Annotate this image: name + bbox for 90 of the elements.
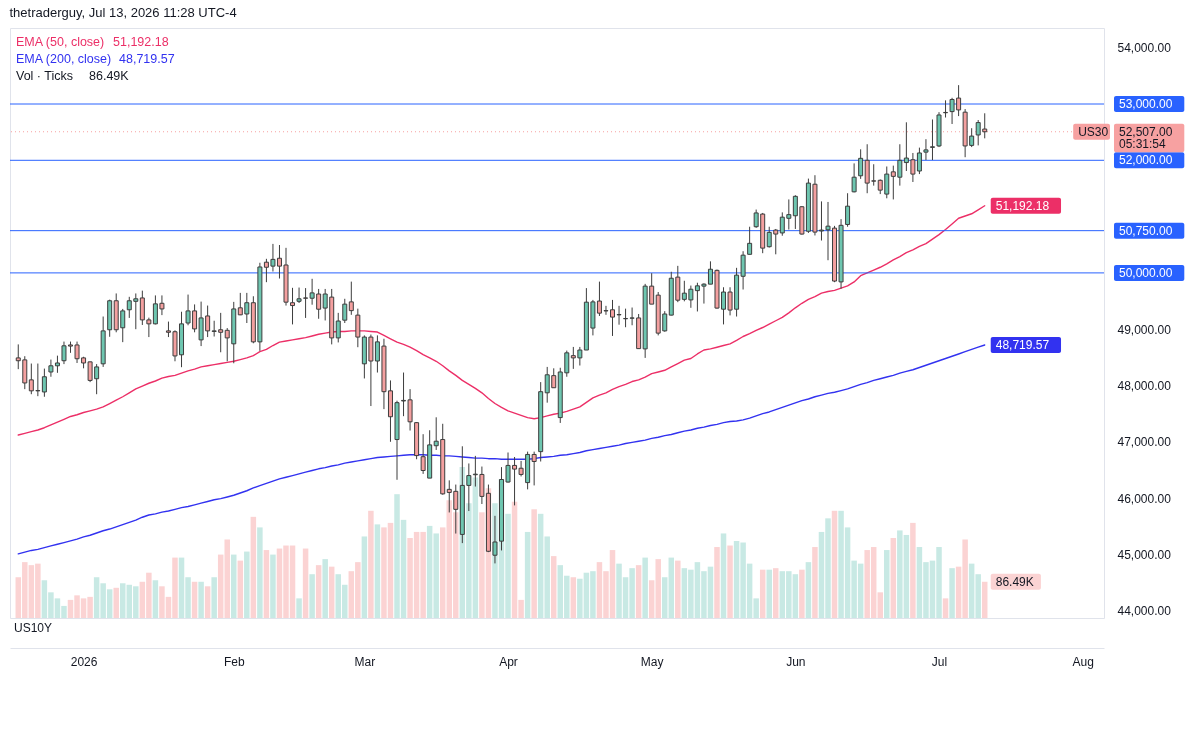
- bar: [302, 548, 309, 618]
- bar: [309, 574, 315, 618]
- bar: [981, 581, 988, 618]
- candlestick: [851, 162, 857, 193]
- bar: [198, 581, 204, 618]
- bar: [890, 537, 897, 618]
- bar: [361, 536, 368, 618]
- bar: [439, 527, 446, 618]
- bar: [635, 565, 642, 618]
- y-tick-label: 47,000.00: [1117, 435, 1172, 450]
- text: EMA (200, close): [16, 52, 112, 66]
- bar: [831, 510, 838, 618]
- candlestick: [355, 308, 361, 348]
- x-tick-label: Mar: [354, 654, 376, 669]
- bar: [949, 568, 955, 618]
- text: US10Y: [14, 621, 53, 635]
- ref-line-label: 50,750.00: [1119, 223, 1173, 238]
- bar: [237, 560, 244, 618]
- bar: [812, 547, 818, 618]
- y-tick-label: 45,000.00: [1117, 547, 1172, 562]
- bar: [570, 577, 577, 618]
- bar: [270, 554, 276, 618]
- x-tick-label: Jul: [931, 654, 948, 669]
- bar: [263, 550, 270, 618]
- bar: [211, 577, 217, 618]
- bar: [942, 598, 949, 618]
- bar: [720, 533, 727, 618]
- bar: [531, 509, 537, 618]
- text: EMA (50, close): [16, 35, 105, 49]
- x-tick-label: Apr: [499, 654, 518, 669]
- bar: [884, 550, 890, 618]
- ref-line-label: 52,507.00 05:31:54: [1119, 124, 1173, 152]
- bar: [759, 569, 766, 618]
- candlestick: [845, 192, 851, 228]
- bar: [714, 547, 720, 618]
- bar: [642, 557, 648, 618]
- line-series: [17, 344, 986, 555]
- data-label: 48,719.57: [995, 337, 1050, 352]
- x-tick-label: Feb: [223, 654, 245, 669]
- y-tick-label: 46,000.00: [1117, 491, 1172, 506]
- bar: [910, 522, 916, 618]
- x-tick-label: May: [640, 654, 664, 669]
- bar: [766, 569, 772, 618]
- bar: [231, 554, 237, 618]
- y-tick-label: 54,000.00: [1117, 41, 1172, 56]
- bar: [799, 569, 805, 618]
- chart-title: thetraderguy, Jul 13, 2026 11:28 UTC-4: [9, 5, 237, 20]
- y-tick-label: 48,000.00: [1117, 378, 1172, 393]
- bar: [368, 510, 374, 618]
- bar: [662, 577, 668, 618]
- bar: [250, 516, 257, 618]
- ref-line-label: 50,000.00: [1119, 265, 1173, 280]
- bar: [727, 545, 733, 618]
- x-tick-label: 2026: [70, 654, 98, 669]
- bar: [675, 560, 681, 618]
- bar: [191, 581, 198, 618]
- bar: [315, 565, 322, 618]
- annotation: US30: [1078, 124, 1109, 139]
- bar: [524, 531, 531, 618]
- bar: [668, 557, 675, 618]
- bar: [296, 598, 302, 618]
- annotation: 86.49K: [995, 574, 1034, 589]
- bar: [113, 587, 119, 618]
- bar: [257, 527, 263, 618]
- y-tick-label: 49,000.00: [1117, 322, 1172, 337]
- bar: [322, 559, 328, 618]
- bar: [328, 566, 335, 618]
- candlestick: [943, 99, 949, 119]
- candlestick: [858, 148, 864, 180]
- x-tick-label: Jun: [786, 654, 806, 669]
- bar: [374, 524, 381, 618]
- data-label: 51,192.18: [995, 198, 1050, 213]
- text: 48,719.57: [119, 52, 175, 66]
- bar: [244, 551, 250, 618]
- bar: [120, 583, 126, 618]
- text: 86.49K: [89, 69, 129, 83]
- ref-line-label: 52,000.00: [1119, 153, 1173, 168]
- line-series: [17, 205, 986, 436]
- candlestick: [348, 281, 354, 316]
- bar: [204, 586, 211, 618]
- ref-line-label: 53,000.00: [1119, 97, 1173, 111]
- bar: [550, 556, 557, 618]
- y-tick-label: 44,000.00: [1117, 604, 1172, 619]
- chart-title: Vol · Ticks: [16, 69, 73, 83]
- text: 51,192.18: [113, 35, 169, 49]
- x-tick-label: Aug: [1072, 654, 1094, 669]
- bar: [152, 580, 159, 618]
- bar: [773, 568, 779, 618]
- candlestick: [747, 226, 753, 255]
- bar: [805, 562, 812, 618]
